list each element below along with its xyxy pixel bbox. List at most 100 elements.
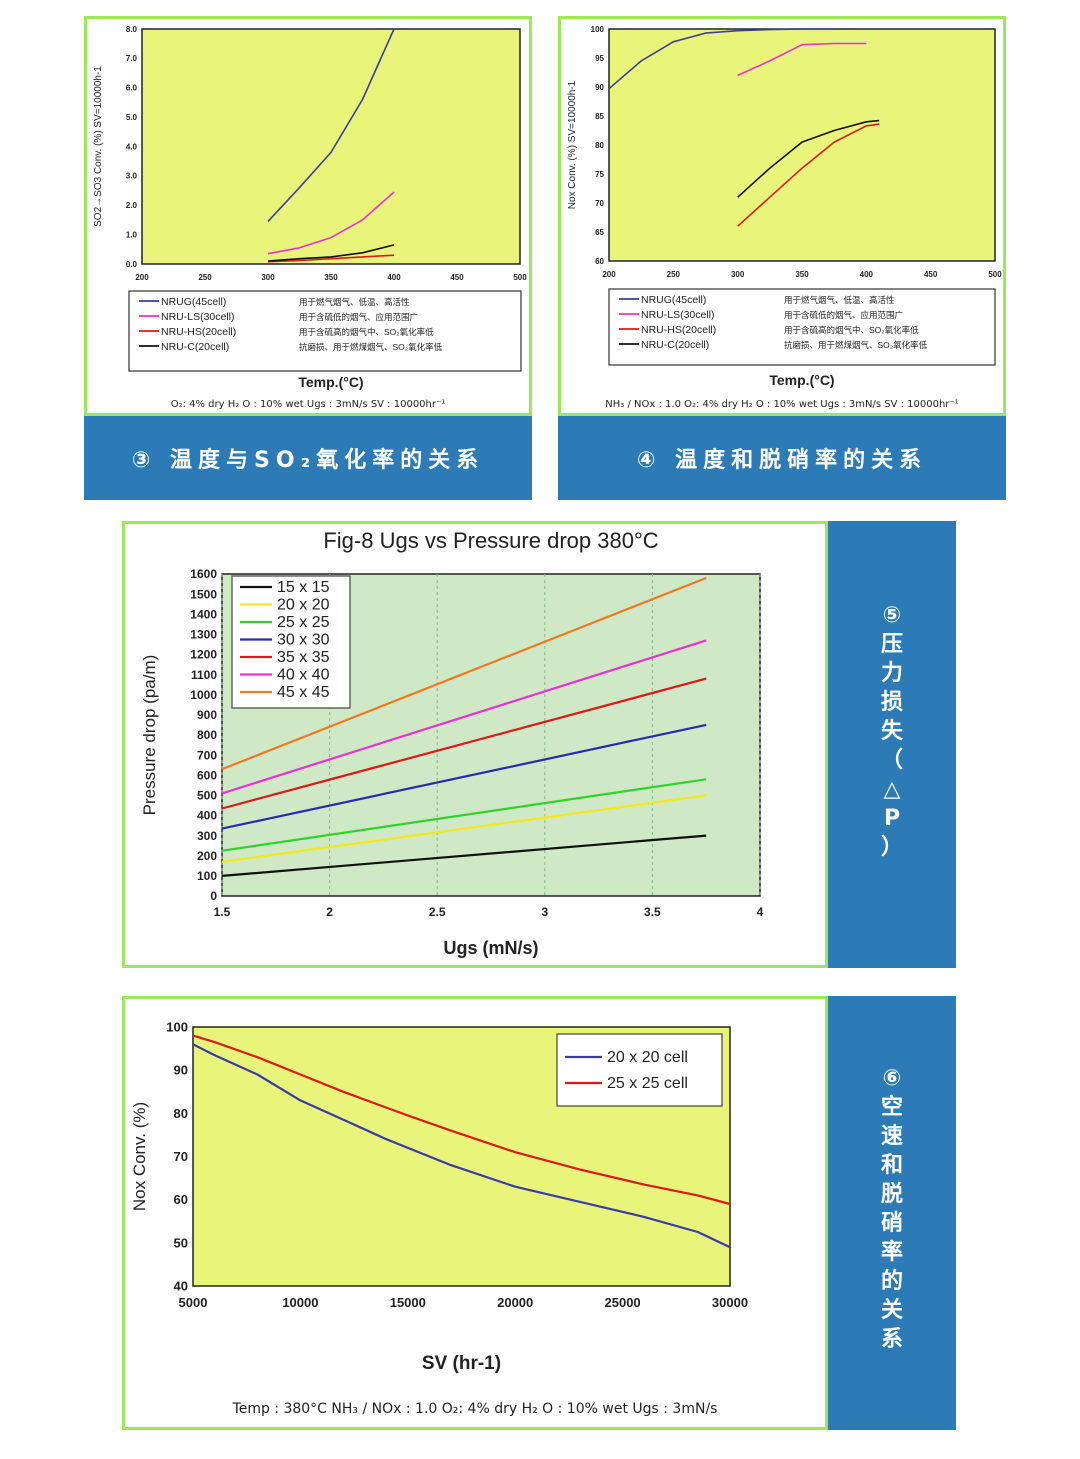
x-tick-label: 5000: [179, 1295, 208, 1310]
y-tick-label: 0.0: [126, 260, 138, 269]
banner-char: 速: [880, 1124, 903, 1149]
y-tick-label: 5.0: [126, 113, 138, 122]
legend-description: 用于燃气烟气、低温、高活性: [784, 295, 895, 305]
legend-label: NRU-HS(20cell): [641, 324, 716, 336]
legend-label: NRU-C(20cell): [641, 339, 709, 351]
banner-char: P: [883, 806, 901, 831]
legend-label: 25 x 25: [277, 614, 330, 631]
y-tick-label: 70: [595, 199, 604, 208]
y-tick-label: 90: [174, 1063, 188, 1078]
banner-char: （: [880, 748, 903, 773]
x-axis-label: Temp.(°C): [298, 374, 363, 390]
y-tick-label: 95: [595, 54, 604, 63]
legend-label: 30 x 30: [277, 632, 330, 649]
chart-nox-space-velocity: 40 50 60 70 80 90 100 5000 10000 15000 20000 25000 3…: [130, 1020, 748, 1374]
panel-pressure-drop: Fig-8 Ugs vs Pressure drop 380°C 0 100 200 3…: [122, 521, 828, 968]
x-axis-label: Temp.(°C): [769, 372, 834, 388]
series-line: [608, 28, 835, 90]
y-tick-label: 80: [595, 141, 604, 150]
y-tick-label: 1600: [190, 567, 217, 581]
series-line: [221, 834, 707, 877]
series-line: [192, 1043, 731, 1249]
banner-char: 脱: [880, 1182, 903, 1207]
legend-label: NRUG(45cell): [161, 296, 226, 308]
banner-so2: ③ 温度与SO₂氧化率的关系: [84, 416, 532, 500]
legend-label: NRU-C(20cell): [161, 341, 229, 353]
banner-char: 力: [880, 661, 903, 686]
y-tick-label: 1500: [190, 587, 217, 601]
x-tick-label: 350: [795, 270, 809, 279]
x-tick-label: 3.5: [644, 905, 661, 919]
y-tick-label: 6.0: [126, 84, 138, 93]
legend-box: [556, 1033, 723, 1107]
x-tick-label: 300: [731, 270, 745, 279]
y-tick-label: 500: [197, 789, 217, 803]
y-tick-label: 1100: [191, 668, 217, 682]
legend-description: 抗磨损、用于燃煤烟气、SO₂氧化率低: [299, 342, 443, 352]
y-tick-label: 40: [174, 1279, 188, 1294]
series-line: [221, 778, 707, 852]
x-tick-label: 500: [513, 273, 527, 282]
legend-box: [608, 288, 996, 366]
x-tick-label: 400: [860, 270, 874, 279]
banner-char: ）: [880, 835, 903, 860]
x-tick-label: 500: [988, 270, 1002, 279]
x-tick-label: 15000: [390, 1295, 426, 1310]
legend-label: 20 x 20: [277, 597, 330, 614]
legend-box: [231, 575, 351, 709]
banner-char: 和: [880, 1153, 903, 1178]
banner-nox-temperature: ④ 温度和脱硝率的关系: [558, 416, 1006, 500]
y-tick-label: 75: [595, 170, 604, 179]
series-line: [737, 123, 880, 227]
banner-char: 失: [880, 719, 903, 744]
y-axis-label: Pressure drop (pa/m): [140, 655, 159, 816]
series-line: [267, 244, 395, 262]
legend-label: 35 x 35: [277, 649, 330, 666]
y-tick-label: 2.0: [126, 201, 138, 210]
y-tick-label: 400: [197, 809, 217, 823]
legend-label: NRU-HS(20cell): [161, 326, 236, 338]
y-tick-label: 85: [595, 112, 604, 121]
banner-char: 率: [880, 1240, 903, 1265]
x-tick-label: 20000: [497, 1295, 533, 1310]
chart-nox-temperature: 60 65 70 75 80 85 90 95 100 200 250 300 350 400 450 500…: [567, 25, 1002, 388]
series-line: [267, 191, 395, 255]
series-line: [737, 119, 880, 198]
legend-label: 25 x 25 cell: [607, 1075, 688, 1092]
x-tick-label: 200: [135, 273, 149, 282]
y-tick-label: 90: [595, 83, 604, 92]
legend-description: 用于含硫低的烟气、应用范围广: [299, 312, 418, 322]
series-line: [221, 576, 707, 771]
legend-description: 用于燃气烟气、低温、高活性: [299, 297, 410, 307]
x-tick-label: 300: [261, 273, 275, 282]
legend-description: 用于含硫低的烟气、应用范围广: [784, 310, 903, 320]
chart-so2-conversion: 0.0 1.0 2.0 3.0 4.0 5.0 6.0 7.0 8.0 200 250 300 350 4…: [93, 25, 527, 390]
x-tick-label: 350: [324, 273, 338, 282]
x-tick-label: 3: [541, 905, 548, 919]
x-tick-label: 400: [387, 273, 401, 282]
legend-description: 用于含硫高的烟气中、SO₂氧化率低: [299, 327, 434, 337]
chart-note: NH₃ / NOx : 1.0 O₂: 4% dry H₂ O : 10% we…: [605, 399, 959, 410]
x-tick-label: 200: [602, 270, 616, 279]
banner-char: 空: [880, 1095, 903, 1120]
x-tick-label: 25000: [605, 1295, 641, 1310]
y-tick-label: 60: [595, 257, 604, 266]
series-line: [267, 254, 395, 263]
y-axis-label: SO2→SO3 Conv. (%) SV=10000h-1: [93, 66, 104, 227]
panel-nox-sv: 40 50 60 70 80 90 100 5000 10000 15000 20000 25000 3…: [122, 996, 828, 1430]
x-axis-label: Ugs (mN/s): [443, 938, 538, 958]
x-tick-label: 1.5: [214, 905, 231, 919]
plot-area: [141, 28, 521, 265]
banner-char: 系: [880, 1327, 903, 1352]
series-line: [267, 28, 395, 222]
series-line: [737, 42, 867, 77]
y-tick-label: 50: [174, 1235, 188, 1250]
y-tick-label: 1.0: [126, 230, 138, 239]
series-line: [221, 723, 707, 830]
y-tick-label: 1400: [190, 607, 217, 621]
banner-char: 压: [880, 632, 903, 657]
x-axis-label: SV (hr-1): [422, 1353, 501, 1374]
chart-pressure-drop: Fig-8 Ugs vs Pressure drop 380°C 0 100 200 3…: [140, 528, 764, 958]
legend-label: NRUG(45cell): [641, 294, 706, 306]
series-line: [221, 794, 707, 863]
